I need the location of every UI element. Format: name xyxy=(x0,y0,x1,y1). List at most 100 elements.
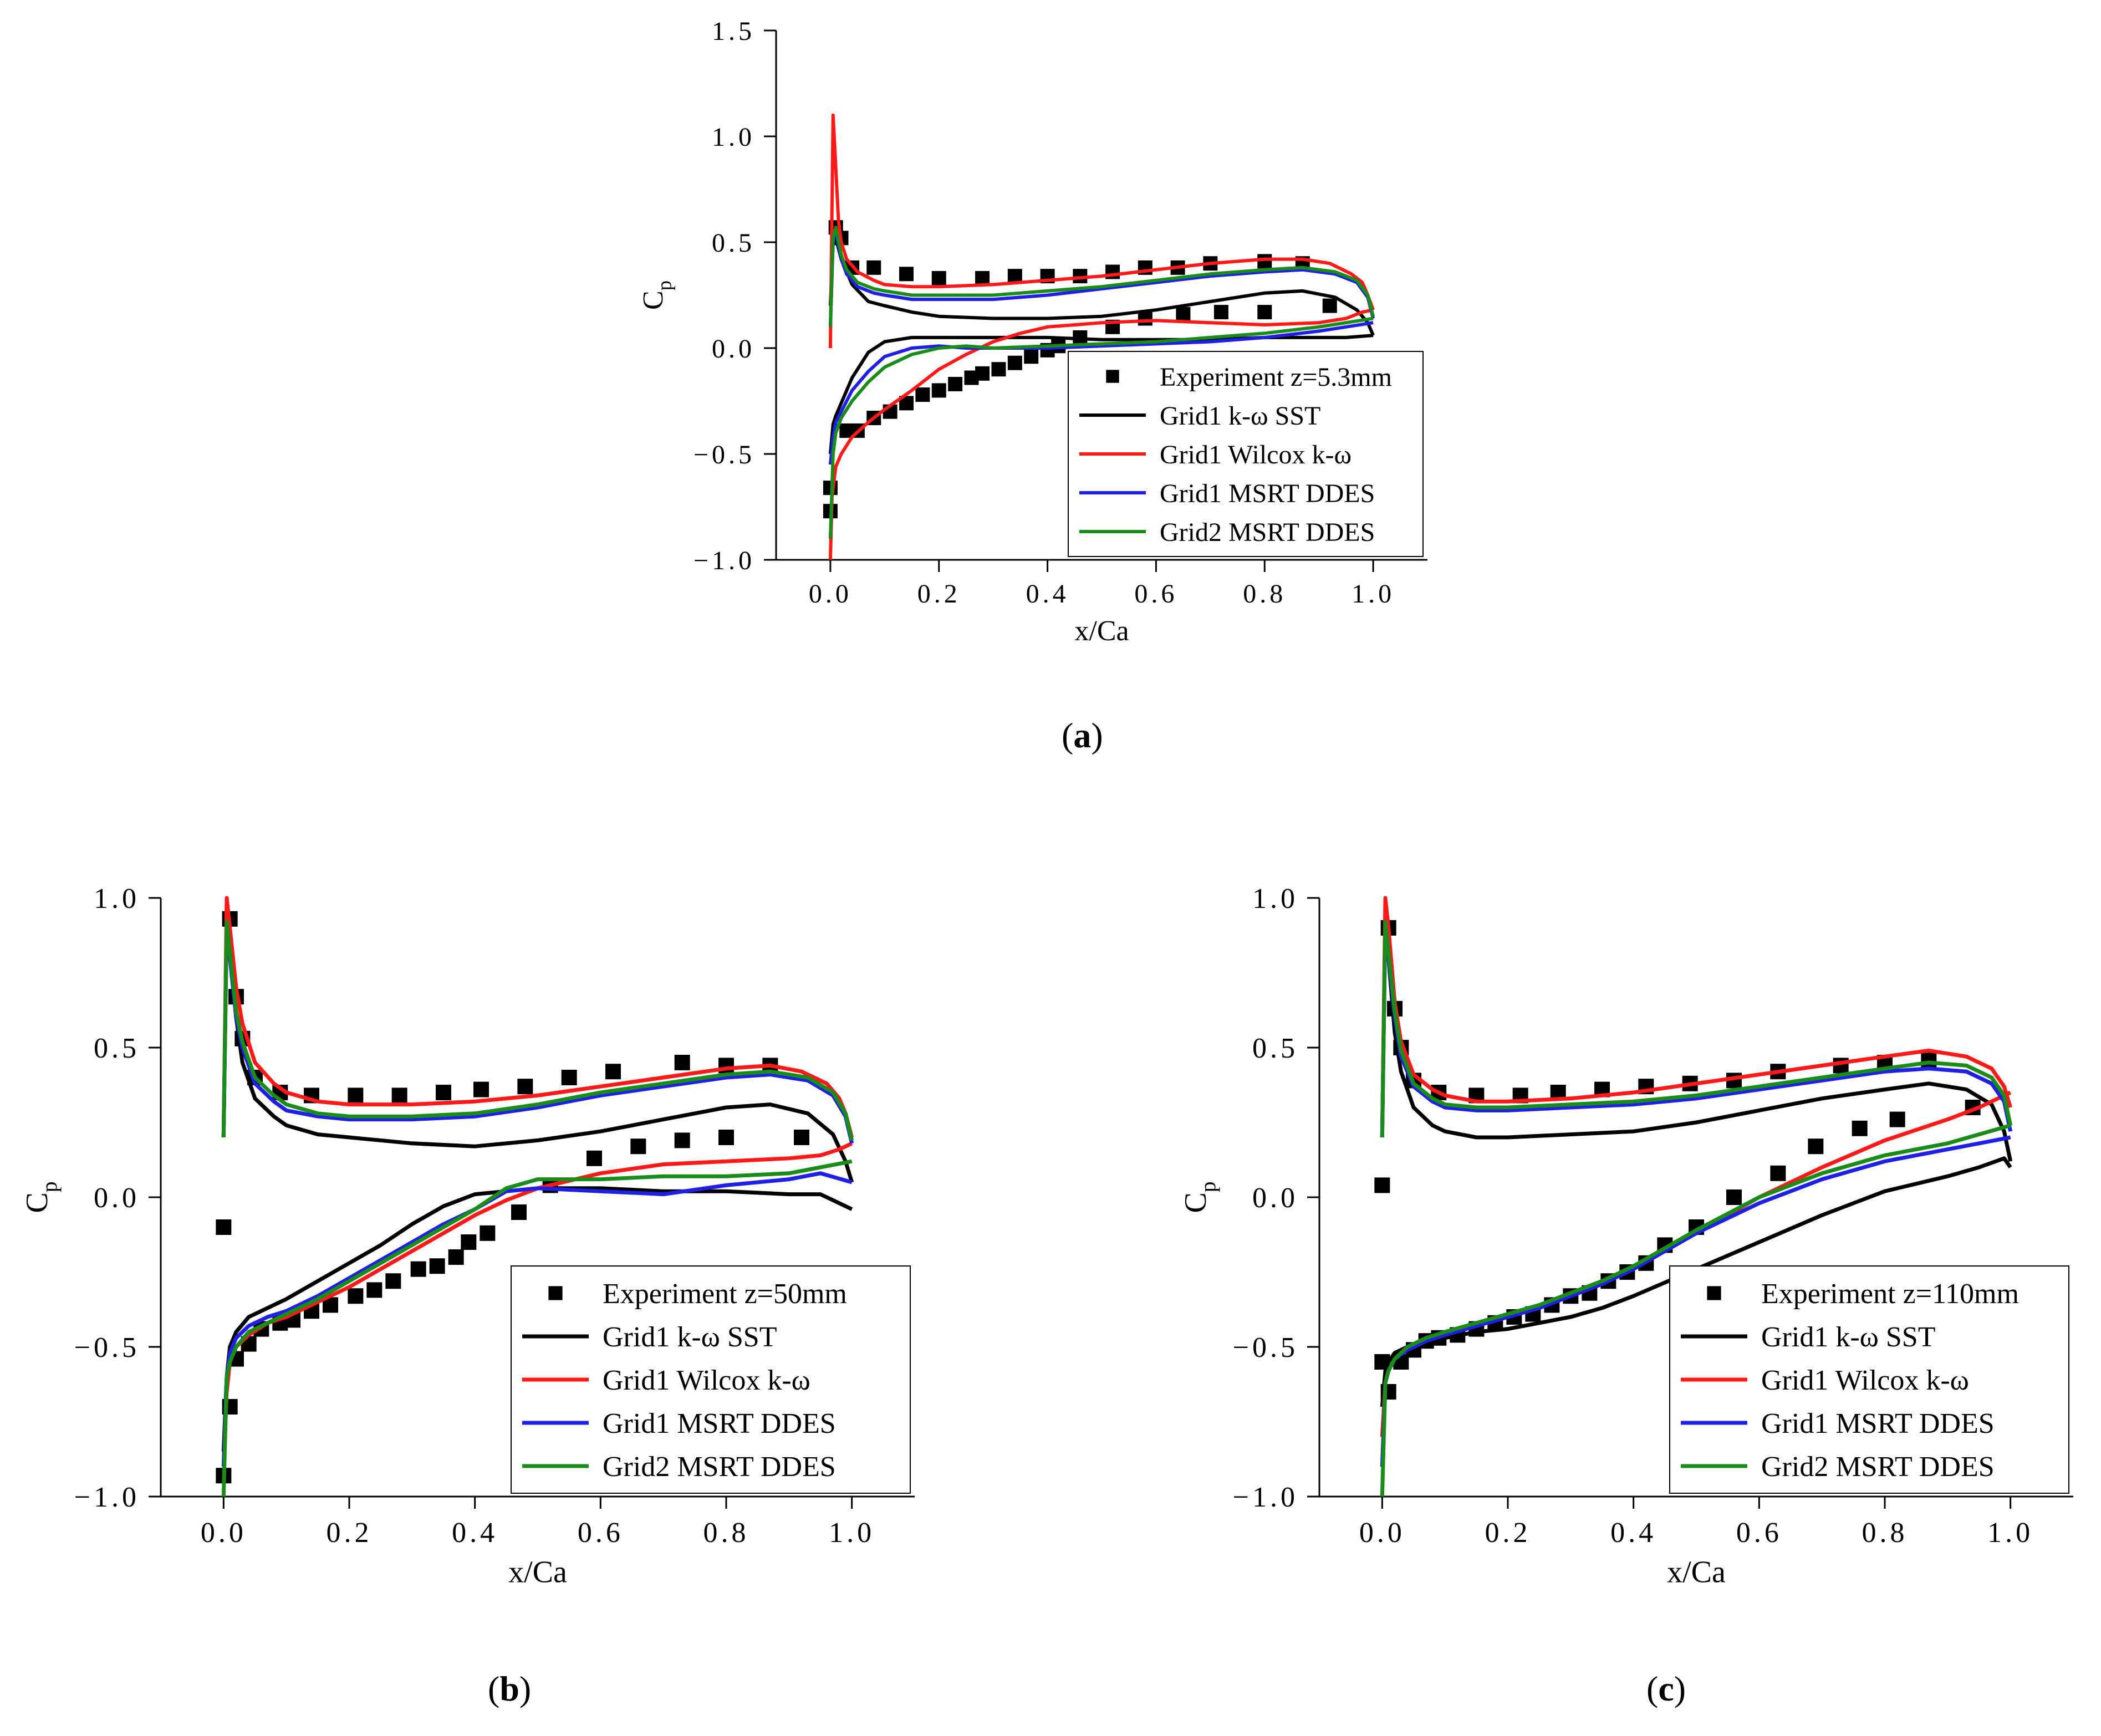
chart-b-data-point xyxy=(385,1273,401,1289)
chart-b-data-point xyxy=(216,1219,232,1235)
chart-b-data-point xyxy=(391,1087,407,1104)
chart-b-legend-symbol xyxy=(548,1286,563,1300)
chart-b-legend-label: Grid1 MSRT DDES xyxy=(603,1408,836,1439)
chart-b-data-point xyxy=(410,1261,426,1277)
chart-b-data-point xyxy=(348,1288,364,1304)
chart-c-ytick-label: −0.5 xyxy=(1233,1332,1298,1364)
chart-a-y-label: Cp xyxy=(638,280,676,310)
chart-a-legend-label: Grid1 k-ω SST xyxy=(1160,401,1320,431)
chart-a-data-point xyxy=(1257,254,1272,269)
chart-a-data-point xyxy=(991,362,1006,377)
chart-b-data-point xyxy=(348,1087,364,1104)
chart-b-xtick-label: 0.4 xyxy=(452,1517,498,1549)
chart-b-legend-label: Grid1 k-ω SST xyxy=(603,1321,777,1353)
chart-b-upper-curve-grid1-k-sst xyxy=(221,911,854,1183)
chart-b-data-point xyxy=(511,1204,527,1220)
chart-c-upper-curve-grid1-k-sst xyxy=(1380,911,2013,1162)
chart-a-lower-curve-grid1-wilcox-k xyxy=(828,308,1374,560)
chart-c-lower-curve-grid1-k-sst xyxy=(1380,1156,2012,1407)
chart-panel-b: −1.0 −0.5 0.0 0.5 1.0 0.0 0.2 0.4 0.6 0.8 1.0 x/Ca C… xyxy=(0,854,942,1635)
chart-b-ytick-label: 0.0 xyxy=(94,1182,140,1214)
chart-b-data-point xyxy=(674,1055,690,1070)
chart-c-legend: Experiment z=110mm Grid1 k-ω SST Grid1 Wil… xyxy=(1669,1265,2069,1494)
caption-a-label: a xyxy=(1073,716,1092,755)
chart-b-series-grid2-msrt-ddes xyxy=(221,920,854,1497)
chart-b-lower-curve-grid2-msrt-ddes xyxy=(221,1159,853,1497)
chart-b-upper-curve-grid2-msrt-ddes xyxy=(221,920,854,1141)
chart-b-data-point xyxy=(674,1132,690,1148)
chart-b-xtick-label: 0.0 xyxy=(201,1517,247,1549)
chart-b-data-point xyxy=(587,1150,602,1166)
chart-b-legend-label: Grid1 Wilcox k-ω xyxy=(603,1365,810,1396)
chart-b-y-label: Cp xyxy=(20,1182,62,1213)
chart-a-data-point xyxy=(1024,349,1039,364)
chart-b-legend-label: Experiment z=50mm xyxy=(603,1278,847,1310)
caption-b: (b) xyxy=(488,1669,532,1708)
chart-b-data-point xyxy=(517,1079,533,1095)
chart-c-data-point xyxy=(1852,1120,1868,1136)
chart-a-data-point xyxy=(1176,307,1191,321)
chart-c-upper-curve-grid1-wilcox-k xyxy=(1380,896,2013,1138)
chart-a-legend-label: Grid2 MSRT DDES xyxy=(1160,518,1375,547)
chart-c-data-point xyxy=(1808,1138,1824,1155)
chart-a-legend-label: Experiment z=5.3mm xyxy=(1160,362,1392,392)
chart-c-data-point xyxy=(1726,1189,1742,1205)
chart-c-data-point xyxy=(1374,1177,1390,1193)
chart-a-ytick-label: −0.5 xyxy=(693,440,755,469)
chart-a-xtick-label: 0.8 xyxy=(1243,579,1286,609)
chart-a-data-point xyxy=(1007,355,1022,370)
chart-c-xtick-label: 0.6 xyxy=(1736,1517,1782,1549)
chart-a-xtick-label: 1.0 xyxy=(1352,579,1395,609)
chart-b-data-point xyxy=(718,1130,734,1145)
chart-b-data-point xyxy=(480,1225,496,1241)
chart-a-data-point xyxy=(899,267,914,282)
chart-c-ytick-label: 0.0 xyxy=(1252,1182,1298,1214)
chart-b-data-point xyxy=(561,1070,577,1085)
chart-a-x-label: x/Ca xyxy=(1074,615,1129,647)
chart-c-series-grid2-msrt-ddes xyxy=(1380,920,2013,1497)
chart-a-data-point xyxy=(1213,305,1228,320)
chart-c-lower-curve-grid2-msrt-ddes xyxy=(1380,1124,2011,1497)
chart-a-legend-label: Grid1 Wilcox k-ω xyxy=(1160,440,1352,469)
chart-a-series-grid2-msrt-ddes xyxy=(828,226,1375,539)
chart-b-xtick-label: 0.6 xyxy=(578,1517,624,1549)
chart-c-svg: −1.0 −0.5 0.0 0.5 1.0 0.0 0.2 0.4 0.6 0.8 1.0 x/Ca C… xyxy=(1179,883,2073,1590)
chart-b-data-point xyxy=(448,1249,464,1265)
chart-a-ytick-label: 1.0 xyxy=(712,122,755,152)
chart-b-svg: −1.0 −0.5 0.0 0.5 1.0 0.0 0.2 0.4 0.6 0.8 1.0 x/Ca C… xyxy=(20,883,915,1590)
chart-a-xtick-label: 0.6 xyxy=(1134,579,1177,609)
chart-b-xtick-label: 1.0 xyxy=(829,1517,875,1549)
caption-c-label: c xyxy=(1658,1669,1674,1708)
chart-a-legend-label: Grid1 MSRT DDES xyxy=(1160,479,1375,508)
chart-c-x-label: x/Ca xyxy=(1667,1555,1726,1590)
chart-b-x-label: x/Ca xyxy=(508,1555,567,1590)
chart-c-legend-label: Grid1 Wilcox k-ω xyxy=(1761,1365,1969,1396)
chart-c-upper-curve-grid2-msrt-ddes xyxy=(1380,920,2013,1138)
caption-c: (c) xyxy=(1646,1669,1686,1708)
chart-b-legend: Experiment z=50mm Grid1 k-ω SST Grid1 Wilc… xyxy=(511,1265,911,1494)
chart-b-data-point xyxy=(436,1085,451,1100)
chart-c-legend-label: Grid1 k-ω SST xyxy=(1761,1321,1935,1353)
chart-b-data-point xyxy=(630,1138,646,1155)
chart-b-ytick-label: −1.0 xyxy=(74,1482,140,1513)
chart-panel-a: −1.0 −0.5 0.0 0.5 1.0 1.5 0.0 0.2 0.4 0.6 0.8 1.0 x/… xyxy=(638,11,1486,693)
chart-a-data-point xyxy=(1257,305,1272,320)
chart-a-ytick-label: 0.0 xyxy=(712,334,755,364)
chart-c-xtick-label: 0.0 xyxy=(1359,1517,1405,1549)
chart-c-ytick-label: −1.0 xyxy=(1233,1482,1298,1513)
chart-b-data-point xyxy=(366,1282,383,1298)
chart-a-data-point xyxy=(1138,311,1153,326)
chart-c-ytick-label: 1.0 xyxy=(1252,883,1298,915)
chart-panel-c: −1.0 −0.5 0.0 0.5 1.0 0.0 0.2 0.4 0.6 0.8 1.0 x/Ca C… xyxy=(1159,854,2101,1635)
chart-a-data-point xyxy=(866,260,881,275)
chart-a-legend: Experiment z=5.3mm Grid1 k-ω SST Grid1 Wil… xyxy=(1068,351,1424,557)
chart-c-xtick-label: 0.8 xyxy=(1862,1517,1908,1549)
chart-a-upper-curve-grid1-wilcox-k xyxy=(828,113,1375,349)
chart-a-svg: −1.0 −0.5 0.0 0.5 1.0 1.5 0.0 0.2 0.4 0.6 0.8 1.0 x/… xyxy=(638,17,1427,647)
chart-a-xtick-label: 0.4 xyxy=(1026,579,1069,609)
chart-c-y-label: Cp xyxy=(1179,1182,1220,1213)
chart-b-upper-curve-grid1-wilcox-k xyxy=(221,896,854,1138)
chart-b-ytick-label: 1.0 xyxy=(94,883,140,915)
chart-a-series-grid1-wilcox-k xyxy=(828,113,1375,560)
chart-b-ytick-label: −0.5 xyxy=(74,1332,140,1364)
